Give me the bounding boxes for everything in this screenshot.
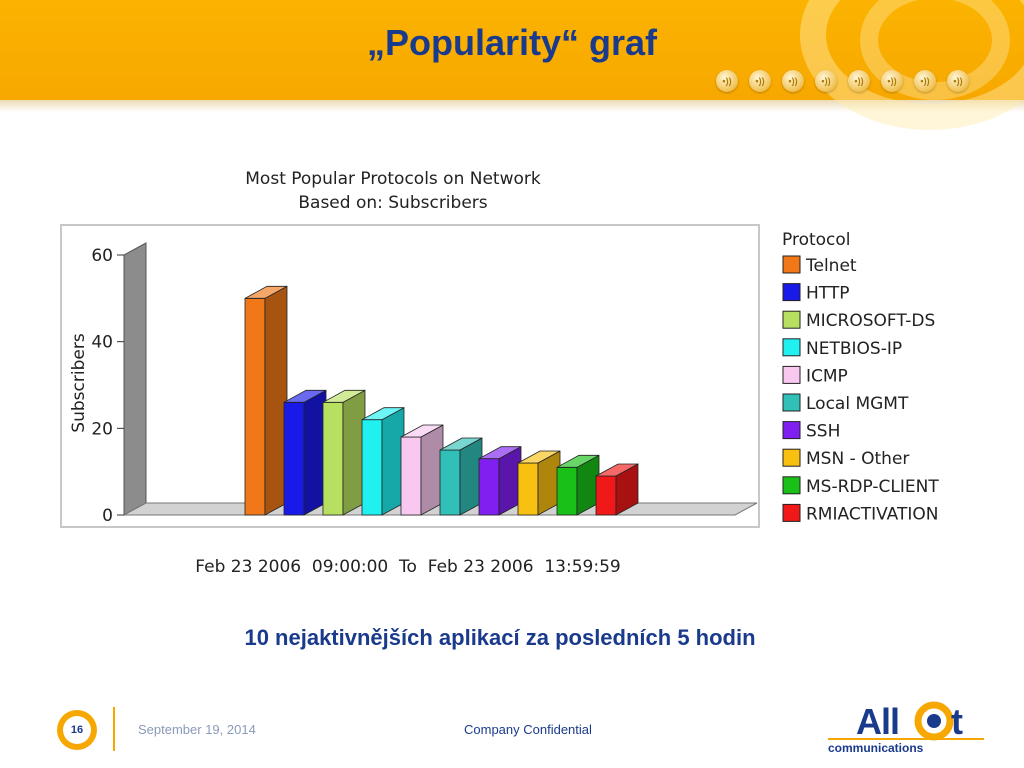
bar-top [244,285,288,299]
nav-dot[interactable]: •)) [716,70,738,92]
page-number: 16 [63,716,91,744]
plot-area: 0 20 40 60 [91,242,758,526]
bar-top [556,454,600,468]
chart-subtitle: Based on: Subscribers [298,193,487,213]
bar-msn-other [517,450,561,516]
y-tick-label: 0 [102,506,113,526]
legend-label: Local MGMT [806,394,909,414]
svg-text:t: t [951,701,963,742]
footer-divider [113,707,115,751]
bar-front [283,401,305,516]
svg-text:communications: communications [828,741,924,755]
bar-front [439,449,461,516]
bar-front [556,466,578,516]
legend-swatch [782,255,801,274]
allot-logo: All t communications [828,701,984,755]
y-tick-label: 60 [91,246,113,266]
bar-telnet [244,285,288,516]
legend-item: Local MGMT [782,393,909,414]
legend-label: Telnet [805,256,857,276]
bar-front [517,462,539,516]
chart-title: Most Popular Protocols on Network [245,169,541,189]
nav-dot[interactable]: •)) [815,70,837,92]
x-axis-label: Feb 23 2006 09:00:00 To Feb 23 2006 13:5… [195,557,620,577]
legend-item: NETBIOS-IP [782,338,902,359]
bar-top [400,424,444,438]
bar-front [400,436,422,516]
legend-swatch [782,338,801,357]
legend-title: Protocol [782,230,851,250]
legend-swatch [782,310,801,329]
header-shadow [0,100,1024,112]
bar-rmiactivation [595,463,639,516]
legend-item: MS-RDP-CLIENT [782,476,939,497]
legend-item: RMIACTIVATION [782,503,938,524]
svg-text:All: All [856,701,899,742]
bar-front [361,419,383,516]
nav-dot[interactable]: •)) [749,70,771,92]
legend-item: MICROSOFT-DS [782,310,935,331]
legend-label: SSH [806,422,840,442]
bar-http [283,389,327,516]
bar-local-mgmt [439,437,483,516]
legend-label: NETBIOS-IP [806,339,902,359]
slide-title: „Popularity“ graf [366,22,658,63]
nav-dot[interactable]: •)) [947,70,969,92]
legend: Protocol Telnet HTTP MICROSOFT-DS NETBIOS-I… [782,230,939,524]
bar-front [322,401,344,516]
legend-swatch [782,283,801,302]
legend-swatch [782,476,801,495]
legend-item: Telnet [782,255,857,276]
bar-front [478,458,500,516]
bar-ms-rdp-client [556,454,600,516]
y-axis-label: Subscribers [69,333,89,433]
nav-dot[interactable]: •)) [881,70,903,92]
legend-swatch [782,421,801,440]
bar-netbios-ip [361,406,405,516]
bar-top [595,463,639,477]
bar-front [244,297,266,516]
legend-label: MICROSOFT-DS [806,311,935,331]
legend-label: ICMP [806,366,848,386]
bar-front [595,475,617,516]
legend-item: HTTP [782,283,850,304]
slide-subtitle: 10 nejaktivnějších aplikací za posledníc… [244,625,756,650]
chart: Most Popular Protocols on Network Based … [60,169,939,577]
legend-item: ICMP [782,365,848,386]
legend-swatch [782,503,801,522]
bar-ssh [478,445,522,516]
nav-dot[interactable]: •)) [848,70,870,92]
legend-swatch [782,365,801,384]
legend-item: MSN - Other [782,448,909,469]
bar-microsoft-ds [322,389,366,516]
bar-top [283,389,327,403]
bar-top [517,450,561,464]
bar-icmp [400,424,444,516]
legend-label: MSN - Other [806,449,909,469]
legend-swatch [782,448,801,467]
legend-label: MS-RDP-CLIENT [806,477,939,497]
legend-item: SSH [782,421,840,442]
bar-top [439,437,483,451]
footer-confidential: Company Confidential [464,722,592,737]
y-tick-label: 40 [91,333,113,353]
nav-dot[interactable]: •)) [782,70,804,92]
bar-top [478,446,522,460]
back-wall [123,242,147,516]
nav-dot[interactable]: •)) [914,70,936,92]
legend-label: HTTP [806,284,850,304]
footer-date: September 19, 2014 [138,722,256,737]
bar-top [322,389,366,403]
bar-top [361,407,405,421]
legend-label: RMIACTIVATION [806,504,938,524]
legend-swatch [782,393,801,412]
nav-dots: •)) •)) •)) •)) •)) •)) •)) •)) [716,70,969,92]
y-tick-label: 20 [91,419,113,439]
